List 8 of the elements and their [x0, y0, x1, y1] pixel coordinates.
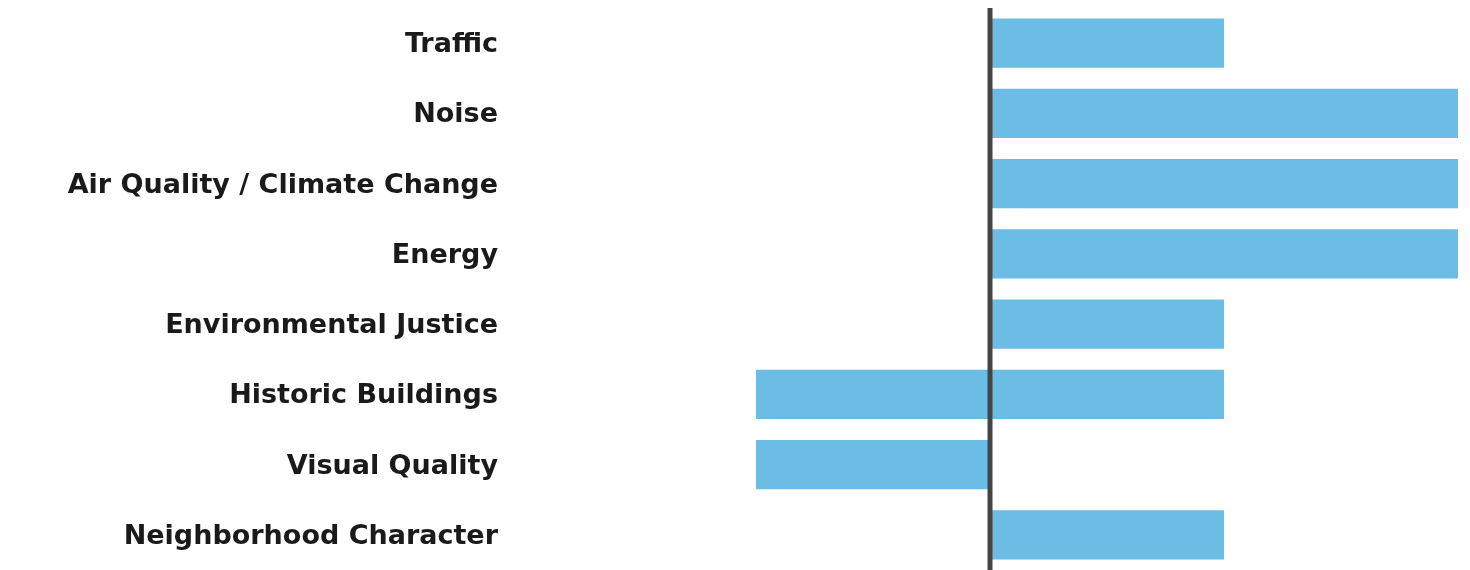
y-tick-label: Environmental Justice [165, 307, 498, 342]
y-tick-label: Neighborhood Character [123, 517, 498, 552]
y-tick-label: Energy [391, 236, 498, 271]
y-tick-label: Traffic [404, 26, 498, 61]
y-tick-label: Air Quality / Climate Change [67, 166, 498, 201]
y-tick-label: Visual Quality [286, 447, 498, 482]
y-tick-label: Historic Buildings [229, 377, 498, 412]
y-tick-label: Noise [413, 96, 498, 131]
